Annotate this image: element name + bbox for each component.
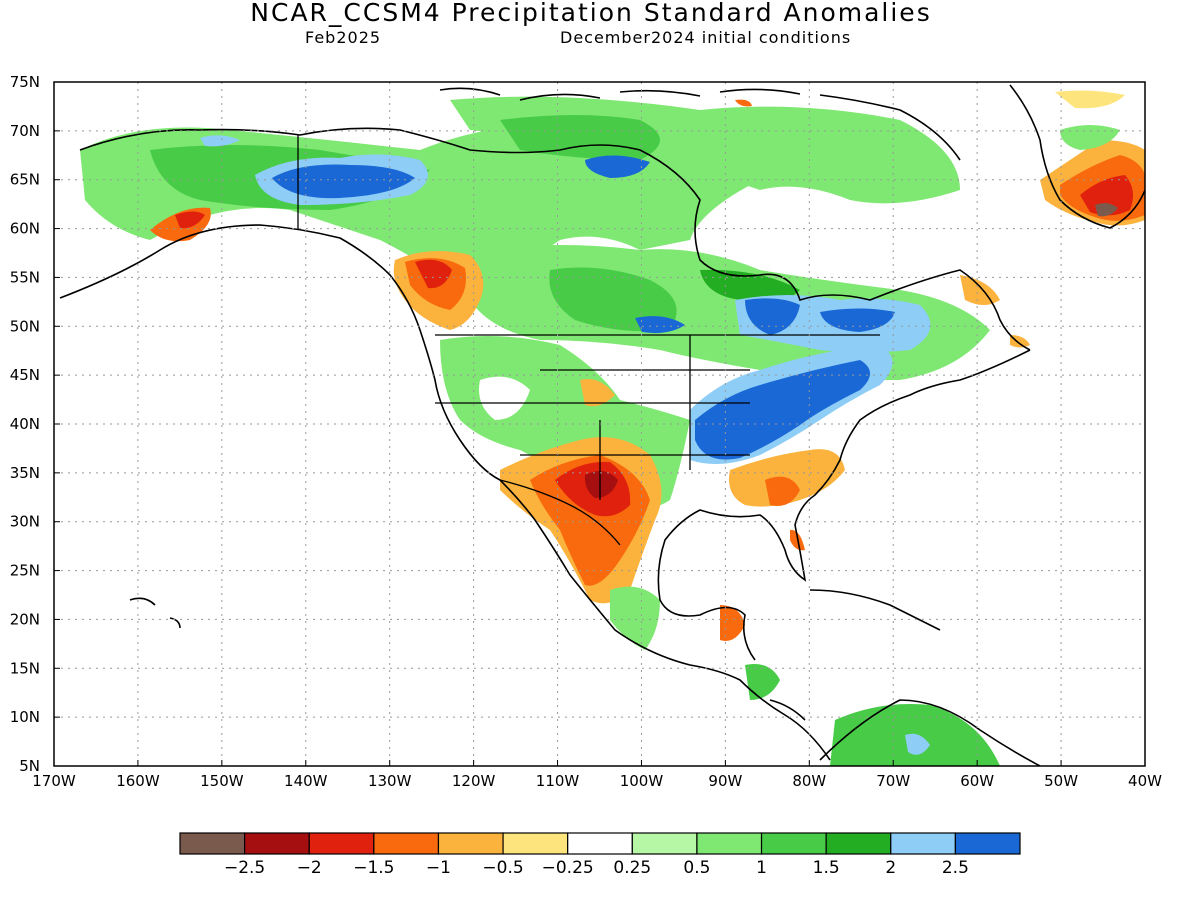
latitude-labels: 75N 70N 65N 60N 55N 50N 45N 40N 35N 30N 25N 20N 15N 1… bbox=[10, 73, 60, 775]
colorbar-label: 2 bbox=[885, 858, 896, 878]
colorbar-label: 0.25 bbox=[613, 858, 651, 878]
colorbar-swatch bbox=[244, 832, 310, 855]
colorbar-label: −1 bbox=[426, 858, 451, 878]
graticule bbox=[54, 82, 1145, 766]
coastlines bbox=[59, 84, 1145, 766]
lat-label: 50N bbox=[10, 317, 40, 335]
colorbar-label: −2.5 bbox=[224, 858, 265, 878]
colorbar-label: −0.25 bbox=[542, 858, 594, 878]
lon-label: 140W bbox=[284, 772, 328, 790]
initial-conditions: December2024 initial conditions bbox=[560, 28, 852, 47]
colorbar-label: −1.5 bbox=[353, 858, 394, 878]
lat-label: 70N bbox=[10, 122, 40, 140]
colorbar-label: −0.5 bbox=[482, 858, 523, 878]
colorbar-swatch bbox=[437, 832, 504, 855]
colorbar-label: 2.5 bbox=[942, 858, 969, 878]
colorbar-swatch bbox=[890, 832, 956, 855]
lat-label: 5N bbox=[19, 757, 40, 775]
forecast-month: Feb2025 bbox=[305, 28, 382, 47]
lon-label: 40W bbox=[1128, 772, 1162, 790]
lon-label: 100W bbox=[620, 772, 664, 790]
lon-label: 110W bbox=[536, 772, 580, 790]
colorbar-label: −2 bbox=[297, 858, 322, 878]
colorbar-labels: −2.5 −2 −1.5 −1 −0.5 −0.25 0.25 0.5 1 1.5 2 2.5 bbox=[224, 858, 969, 878]
colorbar-swatch bbox=[696, 832, 763, 855]
colorbar-label: 1 bbox=[756, 858, 767, 878]
lon-label: 70W bbox=[876, 772, 910, 790]
colorbar-swatch bbox=[760, 832, 827, 855]
colorbar-swatch bbox=[825, 832, 892, 855]
colorbar-swatch bbox=[373, 832, 440, 855]
colorbar-swatch bbox=[502, 832, 569, 855]
lat-label: 35N bbox=[10, 464, 40, 482]
lat-label: 40N bbox=[10, 415, 40, 433]
lat-label: 15N bbox=[10, 659, 40, 677]
lon-label: 130W bbox=[368, 772, 412, 790]
lon-label: 80W bbox=[792, 772, 826, 790]
lon-label: 120W bbox=[452, 772, 496, 790]
lat-label: 30N bbox=[10, 513, 40, 531]
colorbar-swatch bbox=[308, 832, 375, 855]
anomaly-fields bbox=[80, 90, 1145, 766]
lon-label: 170W bbox=[32, 772, 76, 790]
colorbar bbox=[179, 832, 1021, 855]
political-borders bbox=[297, 135, 880, 546]
lon-label: 50W bbox=[1044, 772, 1078, 790]
colorbar-label: 1.5 bbox=[813, 858, 840, 878]
lat-label: 75N bbox=[10, 73, 40, 91]
colorbar-swatch bbox=[954, 832, 1021, 855]
lat-label: 10N bbox=[10, 708, 40, 726]
longitude-labels: 170W 160W 150W 140W 130W 120W 110W 100W 90W 80W 70… bbox=[32, 760, 1162, 790]
lat-label: 60N bbox=[10, 220, 40, 238]
lon-label: 60W bbox=[960, 772, 994, 790]
lon-label: 90W bbox=[708, 772, 742, 790]
lat-label: 55N bbox=[10, 268, 40, 286]
lat-label: 45N bbox=[10, 366, 40, 384]
map-title: NCAR_CCSM4 Precipitation Standard Anomal… bbox=[250, 0, 932, 27]
lon-label: 160W bbox=[116, 772, 160, 790]
lat-label: 20N bbox=[10, 610, 40, 628]
colorbar-label: 0.5 bbox=[683, 858, 710, 878]
lon-label: 150W bbox=[200, 772, 244, 790]
lat-label: 25N bbox=[10, 562, 40, 580]
lat-label: 65N bbox=[10, 171, 40, 189]
colorbar-swatch bbox=[631, 832, 698, 855]
colorbar-swatch bbox=[179, 832, 246, 855]
colorbar-swatch bbox=[567, 832, 633, 855]
